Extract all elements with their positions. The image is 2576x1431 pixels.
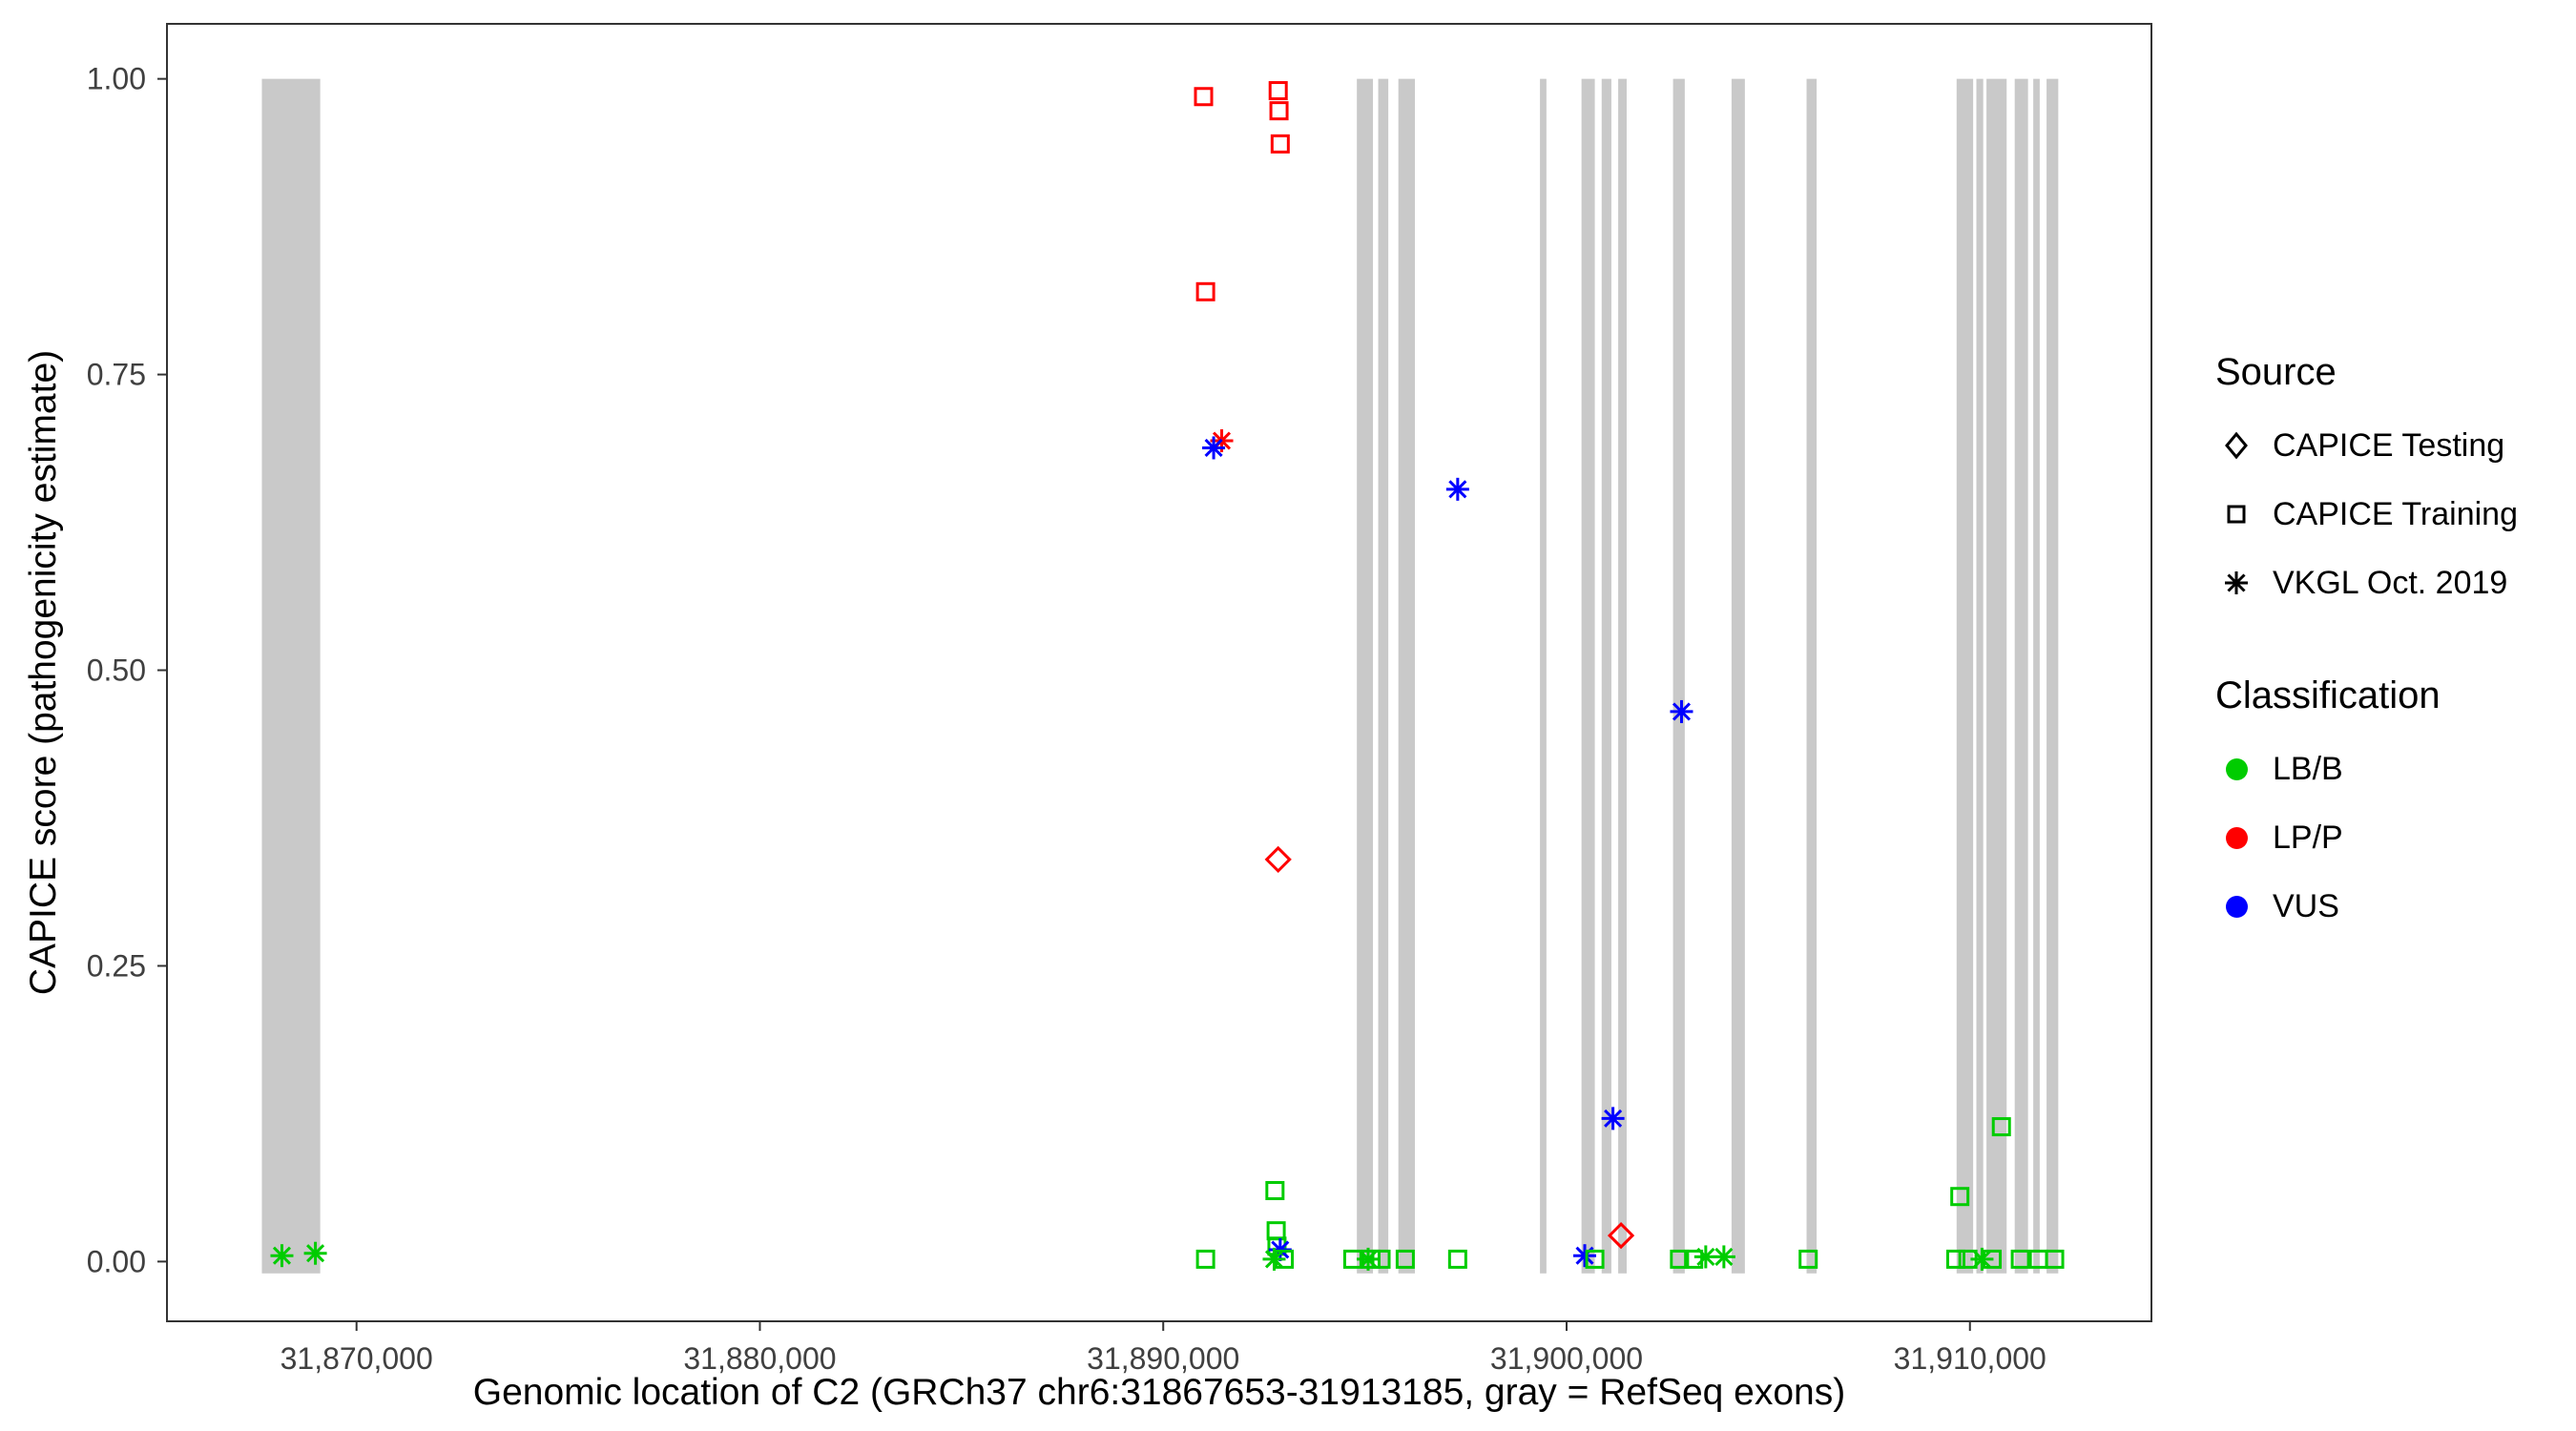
data-point-asterisk xyxy=(1573,1244,1597,1268)
data-point-diamond xyxy=(1264,845,1292,874)
data-point-square xyxy=(1195,1249,1215,1269)
legend-item-lpp: LP/P xyxy=(2215,817,2518,859)
data-point-diamond xyxy=(1607,1221,1635,1250)
data-point-asterisk xyxy=(1670,699,1693,723)
data-point-square xyxy=(1950,1187,1970,1207)
legend-group-classification: Classification LB/B LP/P VUS xyxy=(2215,674,2518,927)
legend-item-vus: VUS xyxy=(2215,885,2518,927)
legend-source-title: Source xyxy=(2215,351,2337,393)
data-point-square xyxy=(1361,1249,1381,1269)
data-point-asterisk xyxy=(303,1241,327,1265)
data-point-square xyxy=(1266,1221,1286,1241)
exon-bar xyxy=(1956,78,1974,1274)
data-point-square xyxy=(2010,1249,2030,1269)
data-point-square xyxy=(1945,1249,1965,1269)
y-tick-label: 0.50 xyxy=(87,653,146,688)
red-dot-icon xyxy=(2215,817,2257,859)
x-tick-label: 31,900,000 xyxy=(1490,1341,1643,1376)
y-tick-label: 0.25 xyxy=(87,948,146,983)
legend-label-capice-testing: CAPICE Testing xyxy=(2273,426,2505,464)
legend-label-vus: VUS xyxy=(2273,887,2339,924)
exon-bar xyxy=(1581,78,1595,1274)
legend: Source CAPICE Testing CAPICE Training xyxy=(2215,351,2518,927)
data-point-asterisk xyxy=(1693,1245,1717,1269)
x-tick-label: 31,880,000 xyxy=(683,1341,836,1376)
data-point-asterisk xyxy=(1202,436,1226,460)
data-point-square xyxy=(1268,81,1288,101)
legend-label-lbb: LB/B xyxy=(2273,750,2343,787)
exon-bar xyxy=(1357,78,1374,1274)
data-point-square xyxy=(1194,87,1214,107)
x-tick-label: 31,910,000 xyxy=(1894,1341,2046,1376)
data-point-square xyxy=(1265,1181,1285,1201)
exon-bar xyxy=(1398,78,1416,1274)
data-point-asterisk xyxy=(270,1244,294,1268)
exon-bar xyxy=(1618,78,1627,1274)
legend-group-source: Source CAPICE Testing CAPICE Training xyxy=(2215,351,2518,604)
data-point-square xyxy=(1395,1249,1415,1269)
data-point-square xyxy=(1269,101,1289,121)
legend-item-lbb: LB/B xyxy=(2215,748,2518,790)
data-point-square xyxy=(1670,1249,1690,1269)
data-point-square xyxy=(1447,1249,1467,1269)
legend-label-vkgl: VKGL Oct. 2019 xyxy=(2273,564,2508,601)
data-point-square xyxy=(1798,1249,1818,1269)
data-point-asterisk xyxy=(1445,477,1469,501)
x-tick-label: 31,870,000 xyxy=(280,1341,433,1376)
blue-dot-icon xyxy=(2215,885,2257,927)
green-dot-icon xyxy=(2215,748,2257,790)
y-axis-title: CAPICE score (pathogenicity estimate) xyxy=(23,349,64,996)
data-point-square xyxy=(1195,281,1215,301)
data-point-asterisk xyxy=(1601,1107,1625,1130)
data-point-asterisk xyxy=(1712,1245,1735,1269)
legend-item-capice-training: CAPICE Training xyxy=(2215,493,2518,535)
exon-bar xyxy=(1601,78,1611,1274)
exon-bar xyxy=(1672,78,1685,1274)
legend-item-vkgl: VKGL Oct. 2019 xyxy=(2215,562,2518,604)
legend-classification-title: Classification xyxy=(2215,674,2441,716)
y-tick-label: 1.00 xyxy=(87,62,146,96)
exon-bar xyxy=(1540,78,1547,1274)
y-tick-label: 0.00 xyxy=(87,1244,146,1278)
exon-bar xyxy=(1378,78,1389,1274)
square-icon xyxy=(2215,493,2257,535)
diamond-icon xyxy=(2215,425,2257,467)
data-point-square xyxy=(1275,1249,1295,1269)
data-point-asterisk xyxy=(1262,1247,1286,1271)
exon-bar xyxy=(1976,78,1984,1274)
exon-bar xyxy=(1986,78,2007,1274)
data-point-square xyxy=(2045,1249,2065,1269)
legend-label-lpp: LP/P xyxy=(2273,819,2343,856)
data-point-square xyxy=(1270,134,1290,154)
x-axis-title: Genomic location of C2 (GRCh37 chr6:3186… xyxy=(472,1372,1846,1413)
asterisk-icon xyxy=(2215,562,2257,604)
legend-label-capice-training: CAPICE Training xyxy=(2273,495,2518,532)
data-point-square xyxy=(1371,1249,1391,1269)
data-point-square xyxy=(1585,1249,1605,1269)
exon-bar xyxy=(1731,78,1745,1274)
exon-bar xyxy=(2033,78,2040,1274)
x-tick-label: 31,890,000 xyxy=(1087,1341,1239,1376)
exon-bar xyxy=(2014,78,2028,1274)
panel-border xyxy=(166,23,2152,1322)
data-point-asterisk xyxy=(1970,1247,1994,1271)
y-tick-label: 0.75 xyxy=(87,358,146,392)
data-point-square xyxy=(1991,1117,2011,1137)
legend-item-capice-testing: CAPICE Testing xyxy=(2215,425,2518,467)
exon-bar xyxy=(261,78,321,1274)
data-point-square xyxy=(1983,1249,2003,1269)
exon-bar xyxy=(1806,78,1818,1274)
exon-bar xyxy=(2046,78,2059,1274)
